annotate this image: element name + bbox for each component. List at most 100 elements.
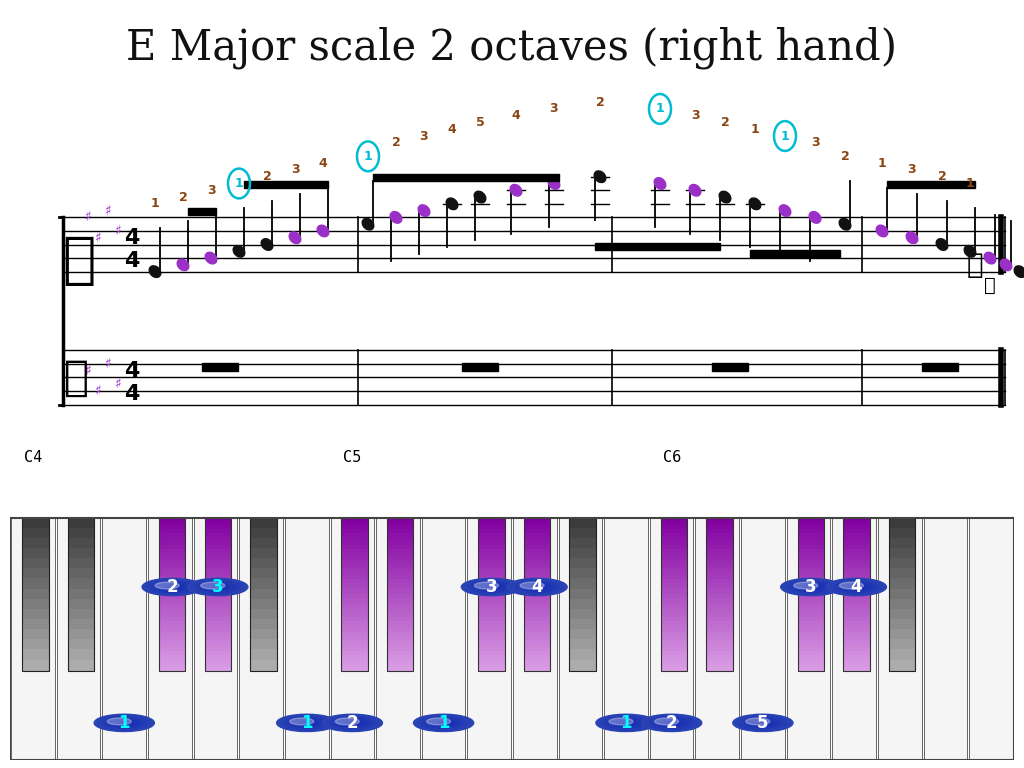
Bar — [707, 621, 733, 625]
Circle shape — [600, 716, 651, 730]
Circle shape — [852, 586, 861, 588]
Bar — [524, 614, 550, 617]
Bar — [11, 518, 55, 760]
Bar — [68, 619, 94, 631]
Bar — [205, 598, 231, 602]
Bar — [569, 518, 596, 528]
Bar — [341, 552, 368, 557]
Bar — [68, 528, 94, 538]
Circle shape — [462, 578, 521, 596]
Bar — [843, 560, 869, 564]
Bar — [285, 518, 329, 760]
Bar — [798, 568, 824, 571]
Bar — [250, 528, 276, 538]
Ellipse shape — [317, 225, 329, 237]
Bar — [707, 663, 733, 667]
Bar — [387, 655, 414, 660]
Bar — [660, 541, 687, 545]
Bar — [524, 640, 550, 644]
Bar — [798, 541, 824, 545]
Circle shape — [111, 719, 138, 727]
Bar — [843, 632, 869, 637]
Bar — [205, 617, 231, 621]
Bar — [524, 636, 550, 641]
Circle shape — [525, 584, 549, 591]
Bar — [569, 639, 596, 650]
Circle shape — [614, 720, 638, 727]
Circle shape — [850, 585, 862, 589]
Ellipse shape — [418, 205, 430, 217]
Bar — [159, 644, 185, 648]
Bar — [23, 518, 48, 670]
Circle shape — [340, 720, 365, 727]
Bar — [205, 575, 231, 579]
Bar — [569, 518, 596, 670]
Circle shape — [298, 720, 315, 726]
Bar — [478, 518, 505, 522]
Bar — [159, 545, 185, 549]
Bar — [250, 588, 276, 600]
Bar — [660, 655, 687, 660]
Bar — [889, 578, 915, 590]
Circle shape — [655, 718, 688, 727]
Circle shape — [148, 580, 197, 594]
Bar — [660, 624, 687, 629]
Circle shape — [289, 717, 325, 728]
Bar — [387, 640, 414, 644]
Circle shape — [428, 719, 459, 727]
Bar — [478, 667, 505, 670]
Circle shape — [618, 720, 634, 725]
Circle shape — [169, 586, 175, 588]
Text: ♯: ♯ — [85, 210, 91, 224]
Circle shape — [606, 717, 645, 729]
Bar — [205, 594, 231, 598]
Text: 𝄢: 𝄢 — [63, 357, 89, 399]
Bar — [478, 518, 505, 670]
Text: 2: 2 — [391, 136, 400, 149]
Circle shape — [845, 584, 868, 591]
Bar — [23, 660, 48, 670]
Bar — [205, 632, 231, 637]
Circle shape — [296, 720, 317, 726]
Bar — [387, 659, 414, 664]
Bar — [707, 564, 733, 568]
Circle shape — [279, 715, 335, 731]
Bar — [159, 518, 185, 522]
Bar — [707, 602, 733, 606]
Bar — [524, 659, 550, 664]
Circle shape — [324, 715, 381, 731]
Circle shape — [597, 715, 654, 731]
Text: 4: 4 — [124, 384, 139, 404]
Bar — [524, 541, 550, 545]
Bar — [478, 606, 505, 610]
Bar — [478, 529, 505, 534]
Circle shape — [509, 579, 565, 595]
Ellipse shape — [362, 218, 374, 230]
Circle shape — [193, 580, 244, 594]
Bar — [250, 599, 276, 610]
Bar — [341, 518, 368, 670]
Circle shape — [329, 716, 377, 730]
Text: 2: 2 — [666, 714, 678, 732]
Circle shape — [427, 718, 460, 727]
Circle shape — [196, 581, 241, 594]
Bar — [341, 659, 368, 664]
Circle shape — [481, 584, 502, 590]
Bar — [341, 640, 368, 644]
Bar — [159, 667, 185, 670]
Bar — [68, 578, 94, 590]
Polygon shape — [750, 250, 840, 257]
Circle shape — [95, 715, 153, 731]
Bar — [341, 525, 368, 530]
Bar — [660, 518, 687, 670]
Bar — [524, 545, 550, 549]
Bar — [387, 598, 414, 602]
Text: 3: 3 — [291, 164, 299, 177]
Bar — [205, 651, 231, 656]
Bar — [159, 564, 185, 568]
Bar — [650, 518, 693, 760]
Bar — [205, 541, 231, 545]
Circle shape — [796, 583, 825, 591]
Bar — [878, 518, 922, 760]
Ellipse shape — [984, 252, 995, 264]
